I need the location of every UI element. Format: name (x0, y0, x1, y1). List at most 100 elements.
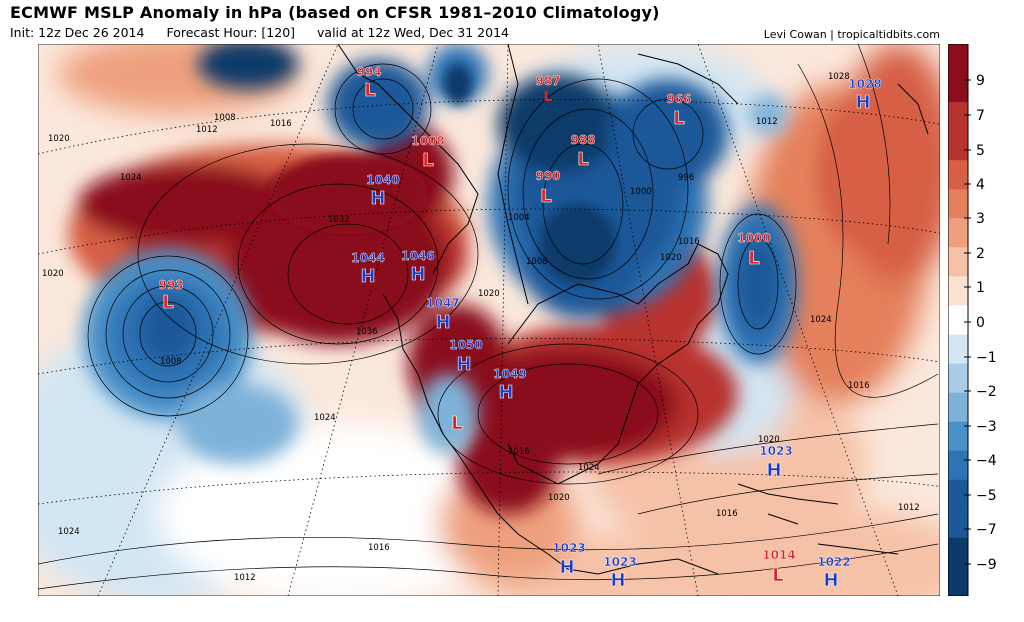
center-value: 1008 (411, 134, 444, 148)
legend-label: −2 (976, 384, 997, 400)
isobar-label: 1016 (716, 509, 738, 519)
legend-label: −5 (976, 488, 997, 504)
legend-band-pos3 (948, 218, 968, 248)
legend-label: −7 (976, 522, 997, 538)
legend-band-neg1 (948, 334, 968, 365)
legend-label: −1 (976, 350, 997, 366)
center-value: 993 (158, 278, 183, 292)
center-letter: L (540, 186, 551, 207)
low-center: 988 L (570, 133, 595, 171)
legend-label: 2 (976, 246, 985, 262)
legend-band-pos1 (948, 276, 968, 306)
legend-band-neg9 (948, 566, 968, 596)
legend-band-neg7 (948, 479, 968, 510)
center-letter: L (673, 108, 684, 129)
legend-label: 3 (976, 211, 985, 227)
isobar-label: 1016 (270, 119, 292, 129)
isobar-label: 1012 (196, 125, 218, 135)
legend-band-neg5 (948, 450, 968, 481)
center-letter: H (410, 264, 425, 285)
center-value: 987 (535, 74, 560, 88)
isobar-label: 1020 (758, 435, 780, 445)
isobar-label: 1016 (678, 237, 700, 247)
legend-band-pos9 (948, 73, 968, 103)
isobar-label: 1020 (660, 253, 682, 263)
legend-label: 0 (976, 315, 985, 331)
legend-band-neg7 (948, 508, 968, 539)
low-center: 1014 L (762, 548, 796, 587)
high-center: 1023 H (759, 444, 793, 482)
center-letter: H (559, 557, 574, 578)
isobar-label: 1004 (508, 213, 530, 223)
chart-title: ECMWF MSLP Anomaly in hPa (based on CFSR… (10, 3, 660, 22)
legend-band-neg9 (948, 537, 968, 568)
center-value: 994 (356, 65, 381, 79)
legend-label: 7 (976, 108, 985, 124)
color-scale-legend: 9 7 5 4 3 2 1 0 −1 −2 −3 −4 −5 −7 −9 (948, 44, 997, 596)
center-letter: H (498, 382, 513, 403)
center-letter: L (544, 89, 553, 105)
center-letter: H (610, 570, 625, 591)
center-value: 1047 (426, 296, 459, 310)
legend-label: 4 (976, 177, 985, 193)
isobar-label: 1024 (314, 413, 336, 423)
center-letter: H (855, 92, 870, 113)
center-value: 1023 (759, 444, 792, 458)
low-center: 966 L (666, 92, 691, 130)
legend-band-neg2 (948, 363, 968, 394)
legend-band-neg4 (948, 421, 968, 452)
center-value: 1049 (493, 367, 526, 381)
center-letter: H (823, 570, 838, 591)
isobar-label: 1008 (526, 257, 548, 267)
isobar-label: 1008 (214, 113, 236, 123)
isobar-label: 1036 (356, 327, 378, 337)
isobar-label: 1020 (478, 289, 500, 299)
center-letter: L (451, 413, 462, 434)
high-center: 1023 H (552, 541, 586, 579)
center-letter: L (577, 149, 588, 170)
center-value: 1023 (552, 541, 585, 555)
center-letter: H (370, 188, 385, 209)
isobar-labels: 1020 1012 1008 1024 1032 1036 1016 1008 … (42, 72, 920, 583)
center-value: 1040 (366, 173, 399, 187)
isobar-label: 1012 (756, 117, 778, 127)
forecast-info: Init: 12z Dec 26 2014 Forecast Hour: [120… (10, 25, 531, 40)
graticule (38, 44, 940, 596)
legend-band-pos5 (948, 160, 968, 190)
center-value: 1050 (449, 338, 482, 352)
isobars (38, 44, 939, 590)
center-letter: H (360, 266, 375, 287)
legend-band-pos9 (948, 44, 968, 74)
legend-label: 1 (976, 280, 985, 296)
center-value: 1014 (762, 548, 795, 562)
center-value: 990 (535, 169, 560, 183)
coastlines (337, 44, 929, 575)
legend-band-neg3 (948, 392, 968, 423)
legend-label: −9 (976, 557, 997, 573)
legend-label: 5 (976, 143, 985, 159)
isobar-label: 1020 (48, 134, 70, 144)
center-value: 1046 (401, 249, 434, 263)
valid-time: valid at 12z Wed, Dec 31 2014 (317, 25, 509, 40)
legend-band-pos7 (948, 131, 968, 161)
legend-band-zero (948, 305, 968, 336)
center-letter: L (772, 565, 783, 586)
low-center: 1000 L (737, 231, 771, 270)
legend-band-pos2 (948, 247, 968, 277)
center-value: 988 (570, 133, 595, 147)
isobar-label: 1016 (848, 381, 870, 391)
author-credit: Levi Cowan | tropicaltidbits.com (763, 28, 940, 41)
init-time: Init: 12z Dec 26 2014 (10, 25, 145, 40)
isobar-label: 1024 (58, 527, 80, 537)
isobar-label: 1020 (548, 493, 570, 503)
center-letter: L (162, 292, 173, 313)
